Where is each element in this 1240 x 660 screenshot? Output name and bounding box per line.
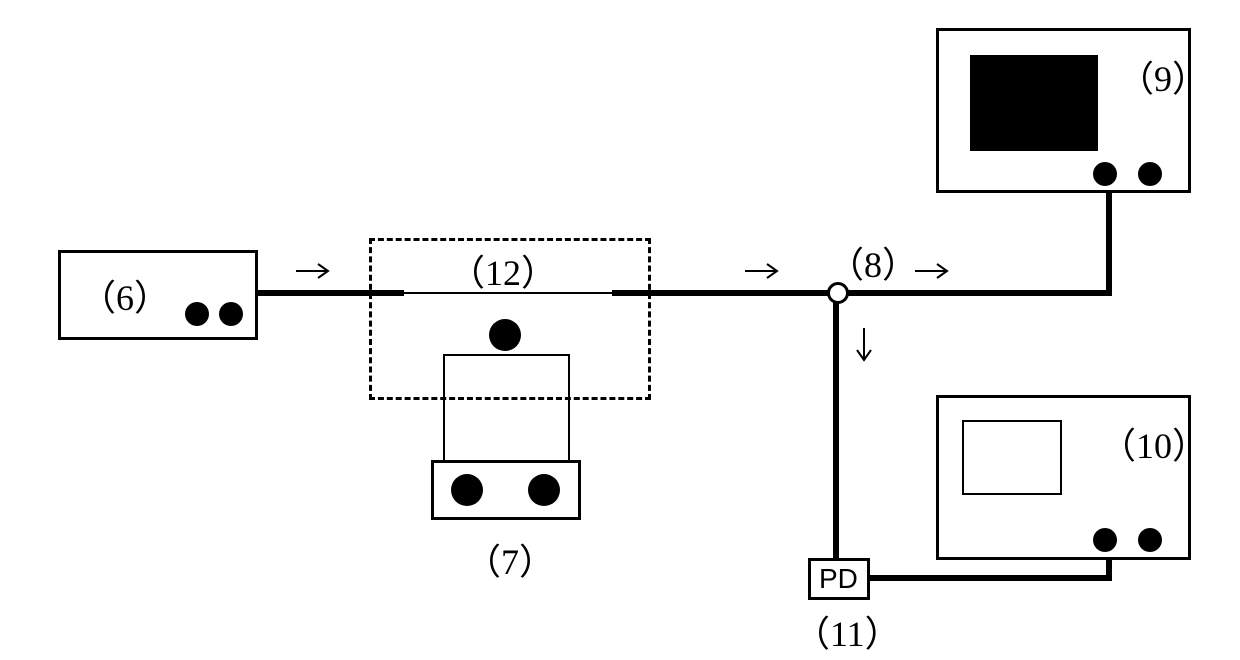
- box-6-port-1: [185, 302, 209, 326]
- line-pd-to-10-h: [870, 575, 1112, 581]
- box-9-screen: [970, 55, 1098, 151]
- line-to-9-v: [1106, 193, 1112, 296]
- sensor-dot: [489, 319, 521, 351]
- box-9-port-1: [1093, 162, 1117, 186]
- box-10-label: （10）: [1100, 417, 1208, 469]
- box-10-port-1: [1093, 528, 1117, 552]
- box-7-port-2: [528, 474, 560, 506]
- sensor-left-line: [443, 354, 445, 462]
- arrow-1: [296, 261, 336, 281]
- box-10-screen: [962, 420, 1062, 495]
- sensor-top-line: [443, 354, 570, 356]
- box-11-pd-text: PD: [819, 563, 858, 595]
- line-to-9-h: [847, 290, 1112, 296]
- box-6-label: （6）: [80, 269, 170, 321]
- arrow-3: [915, 261, 955, 281]
- box-7-port-1: [451, 474, 483, 506]
- sensor-right-line: [568, 354, 570, 462]
- box-12-label: （12）: [449, 244, 557, 296]
- line-to-pd: [833, 302, 839, 558]
- box-7-label: （7）: [465, 533, 555, 585]
- box-11-label: （11）: [794, 605, 901, 657]
- box-6-port-2: [219, 302, 243, 326]
- box-9-label: （9）: [1118, 50, 1208, 102]
- splitter-8-label: （8）: [828, 236, 918, 288]
- box-10-port-2: [1138, 528, 1162, 552]
- line-pd-to-10-v: [1106, 560, 1112, 581]
- arrow-2: [745, 261, 785, 281]
- arrow-4: [854, 328, 874, 368]
- box-9-port-2: [1138, 162, 1162, 186]
